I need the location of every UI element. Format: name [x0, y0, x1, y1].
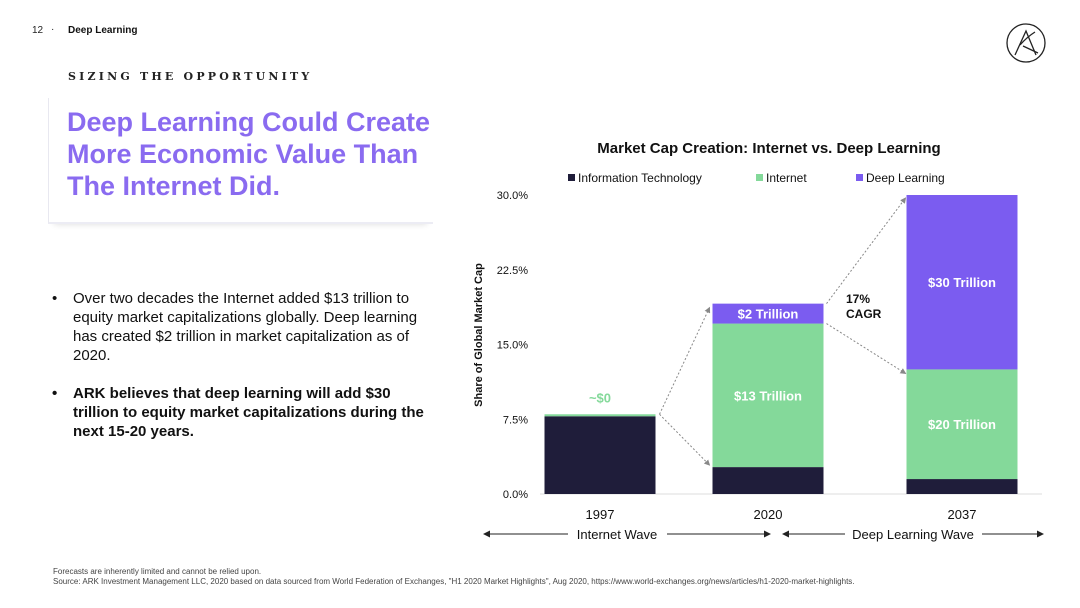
- bar-internet: [906, 369, 1018, 480]
- data-label-internet: $13 Trillion: [734, 388, 802, 403]
- x-tick-label: 2020: [754, 507, 783, 522]
- bar-deep-learning: [712, 303, 824, 324]
- cagr-annotation: 17%: [846, 292, 870, 306]
- connector-arrow: [826, 323, 907, 374]
- y-tick-label: 30.0%: [497, 190, 528, 202]
- legend-swatch: [568, 174, 575, 181]
- footnote-disclaimer: Forecasts are inherently limited and can…: [53, 567, 262, 576]
- bar-internet: [544, 414, 656, 417]
- y-tick-label: 7.5%: [503, 414, 528, 426]
- section-name: Deep Learning: [68, 25, 138, 36]
- kicker: SIZING THE OPPORTUNITY: [68, 70, 313, 83]
- chart-legend: Information Technology Internet Deep Learn…: [568, 171, 945, 185]
- bullet-marker: •: [52, 290, 58, 307]
- connector-arrow: [659, 306, 711, 415]
- x-tick-label: 2037: [948, 507, 977, 522]
- connector-arrow: [826, 197, 907, 304]
- legend-swatch: [856, 174, 863, 181]
- y-axis-label: Share of Global Market Cap: [473, 263, 485, 407]
- bullet-text: Over two decades the Internet added $13 …: [73, 290, 418, 364]
- bar-information-technology: [544, 416, 656, 494]
- ark-logo-icon: [1006, 23, 1046, 63]
- bar-information-technology: [712, 467, 824, 494]
- y-tick-label: 22.5%: [497, 265, 528, 277]
- bullet-item: • ARK believes that deep learning will a…: [52, 384, 432, 441]
- page-title: Deep Learning Could Create More Economic…: [67, 107, 431, 201]
- bullet-list: • Over two decades the Internet added $1…: [52, 289, 432, 460]
- header-separator: ·: [51, 24, 55, 35]
- connector-arrow: [659, 413, 711, 466]
- bullet-text: ARK believes that deep learning will add…: [73, 385, 424, 440]
- data-label-internet: ~$0: [589, 390, 611, 405]
- chart-title: Market Cap Creation: Internet vs. Deep L…: [597, 140, 940, 157]
- footnote: Forecasts are inherently limited and can…: [53, 567, 855, 587]
- x-tick-label: 1997: [586, 507, 615, 522]
- y-tick-label: 0.0%: [503, 489, 528, 501]
- bullet-marker: •: [52, 385, 58, 402]
- wave-label-internet: Internet Wave: [577, 527, 657, 542]
- legend-label: Information Technology: [578, 171, 702, 185]
- bullet-item: • Over two decades the Internet added $1…: [52, 289, 432, 365]
- data-label-deep-learning: $30 Trillion: [928, 275, 996, 290]
- data-label-deep-learning: $2 Trillion: [738, 307, 799, 322]
- bar-internet: [712, 323, 824, 468]
- footnote-source: Source: ARK Investment Management LLC, 2…: [53, 577, 855, 586]
- data-label-internet: $20 Trillion: [928, 417, 996, 432]
- wave-label-deep-learning: Deep Learning Wave: [852, 527, 974, 542]
- bar-information-technology: [906, 479, 1018, 494]
- y-tick-label: 15.0%: [497, 340, 528, 352]
- bar-deep-learning: [906, 195, 1018, 370]
- legend-swatch: [756, 174, 763, 181]
- legend-label: Deep Learning: [866, 171, 945, 185]
- page-number: 12: [32, 25, 44, 36]
- title-card: [48, 98, 433, 224]
- legend-label: Internet: [766, 171, 807, 185]
- cagr-annotation: CAGR: [846, 307, 882, 321]
